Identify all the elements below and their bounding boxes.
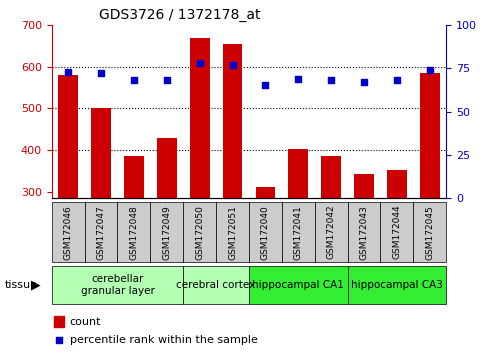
Bar [288, 149, 308, 318]
Point [261, 82, 269, 88]
Text: hippocampal CA3: hippocampal CA3 [351, 280, 443, 290]
Bar [420, 73, 440, 318]
Point [130, 78, 138, 83]
Point [294, 76, 302, 81]
Text: percentile rank within the sample: percentile rank within the sample [70, 335, 257, 345]
Text: GSM172043: GSM172043 [359, 205, 368, 259]
Bar [157, 138, 176, 318]
Point [163, 78, 171, 83]
Point [360, 79, 368, 85]
Point [196, 60, 204, 66]
Bar [58, 75, 78, 318]
Text: GSM172045: GSM172045 [425, 205, 434, 259]
Point [327, 78, 335, 83]
FancyBboxPatch shape [150, 202, 183, 262]
FancyBboxPatch shape [183, 266, 249, 304]
Text: cerebral cortex: cerebral cortex [176, 280, 256, 290]
Point [64, 69, 72, 74]
Bar [255, 187, 275, 318]
Text: GSM172050: GSM172050 [195, 205, 204, 260]
Text: GSM172041: GSM172041 [294, 205, 303, 259]
Bar [190, 38, 210, 318]
Text: GSM172048: GSM172048 [130, 205, 139, 259]
FancyBboxPatch shape [85, 202, 117, 262]
Text: GSM172049: GSM172049 [162, 205, 171, 259]
Text: GSM172051: GSM172051 [228, 205, 237, 260]
Bar [124, 156, 144, 318]
FancyBboxPatch shape [348, 202, 381, 262]
FancyBboxPatch shape [52, 266, 183, 304]
FancyBboxPatch shape [183, 202, 216, 262]
FancyBboxPatch shape [52, 202, 85, 262]
FancyBboxPatch shape [117, 202, 150, 262]
Point [426, 67, 434, 73]
Text: GSM172042: GSM172042 [327, 205, 336, 259]
Point [229, 62, 237, 68]
Text: count: count [70, 317, 101, 327]
FancyBboxPatch shape [249, 202, 282, 262]
Bar [321, 156, 341, 318]
Bar [91, 108, 111, 318]
Bar [354, 175, 374, 318]
Text: GDS3726 / 1372178_at: GDS3726 / 1372178_at [99, 8, 261, 22]
Text: GSM172047: GSM172047 [97, 205, 106, 259]
Text: tissue: tissue [5, 280, 38, 290]
FancyBboxPatch shape [282, 202, 315, 262]
FancyBboxPatch shape [315, 202, 348, 262]
Text: ▶: ▶ [31, 279, 40, 291]
Bar [54, 316, 64, 327]
Bar [223, 44, 243, 318]
Text: hippocampal CA1: hippocampal CA1 [252, 280, 344, 290]
Text: GSM172040: GSM172040 [261, 205, 270, 259]
Point [393, 78, 401, 83]
Point [55, 337, 63, 343]
Text: GSM172044: GSM172044 [392, 205, 401, 259]
FancyBboxPatch shape [381, 202, 413, 262]
FancyBboxPatch shape [216, 202, 249, 262]
Bar [387, 170, 407, 318]
Text: cerebellar
granular layer: cerebellar granular layer [80, 274, 154, 296]
FancyBboxPatch shape [413, 202, 446, 262]
FancyBboxPatch shape [249, 266, 348, 304]
FancyBboxPatch shape [348, 266, 446, 304]
Text: GSM172046: GSM172046 [64, 205, 72, 259]
Point [97, 70, 105, 76]
